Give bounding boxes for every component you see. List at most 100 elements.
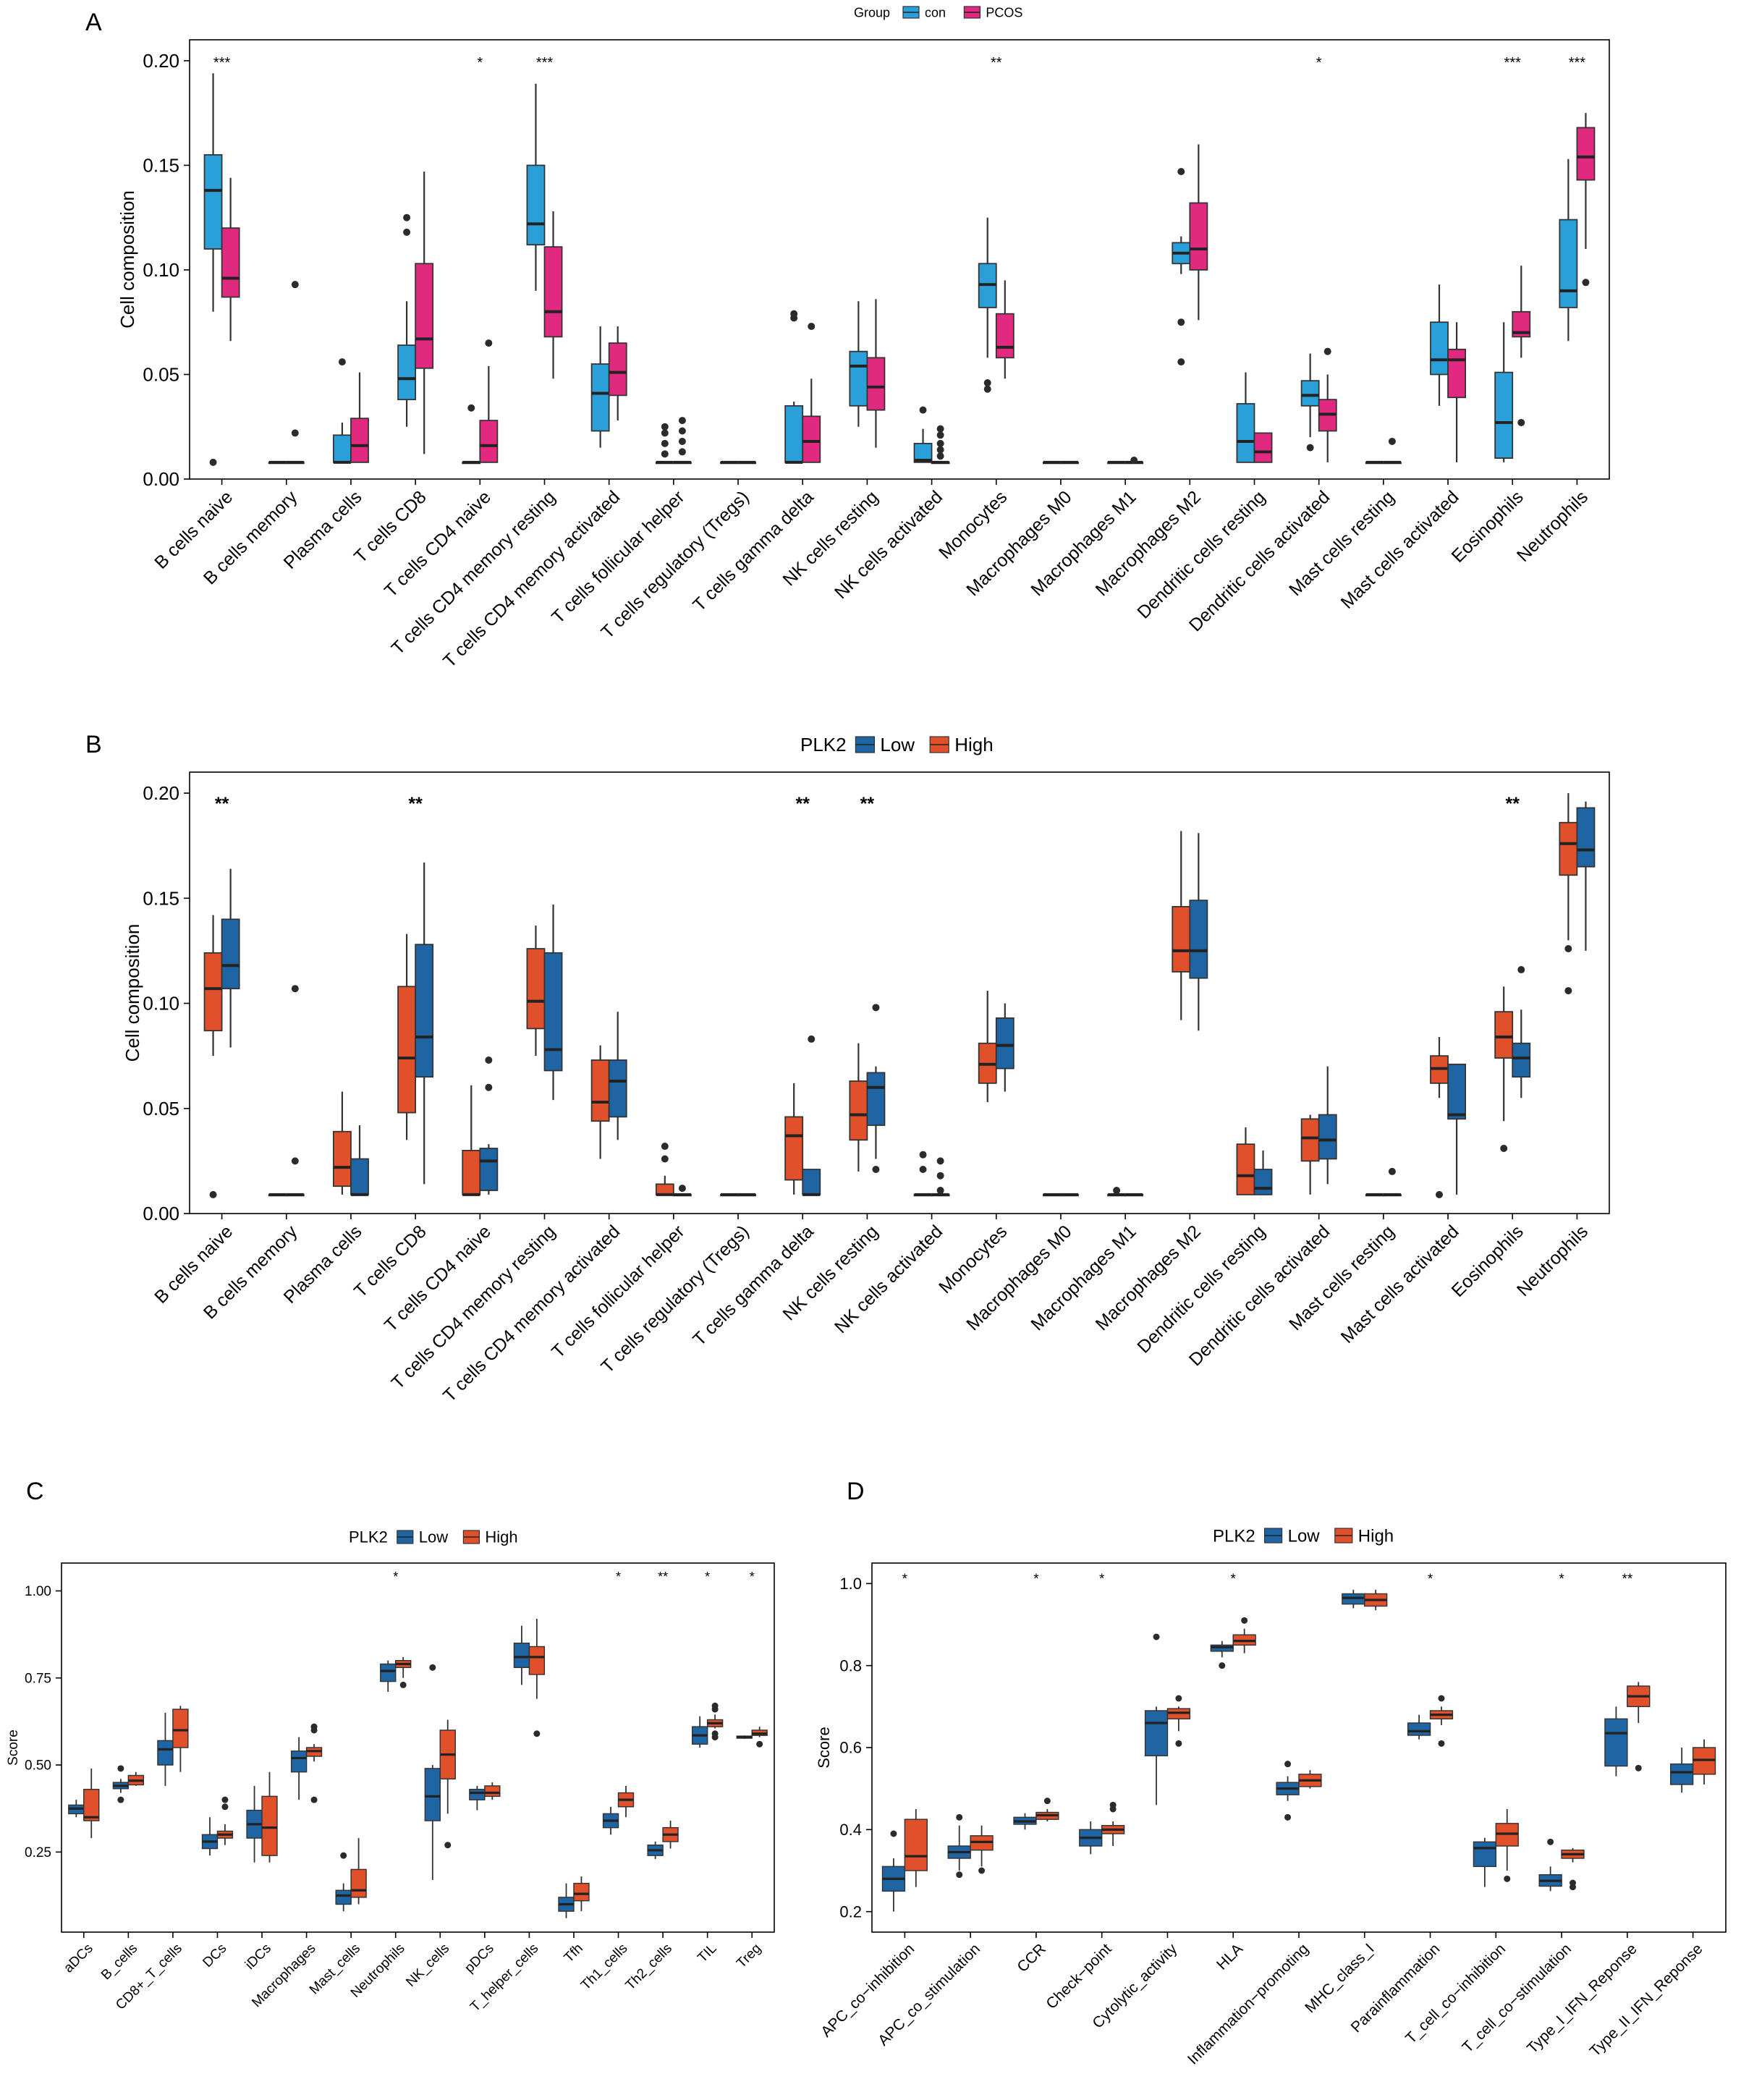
outlier-point [936,1187,944,1195]
box-body [1576,807,1596,868]
significance-mark: ** [1622,1572,1632,1587]
box-high [617,1785,635,1818]
box-pcos [479,339,499,463]
box-body [655,1183,674,1195]
box-con [1300,353,1320,452]
outlier-point [1517,966,1525,974]
box-low [672,1185,692,1197]
outlier-point [1113,1187,1121,1195]
box-low [221,868,240,1048]
outlier-point [485,1083,493,1091]
box-low [931,1157,950,1197]
outlier-point [919,406,927,414]
plot-frame [61,1562,775,1933]
outlier-point [1564,987,1572,995]
legend-title: Group [854,5,890,20]
box-low [1210,1640,1234,1669]
box-body [479,1148,499,1191]
box-high [706,1702,724,1741]
box-pcos [1512,266,1531,426]
legend-label: Low [1288,1526,1321,1546]
box-body [1494,1011,1514,1059]
legend-label: Low [880,734,915,755]
box-pcos [1576,113,1596,287]
box-pcos [1189,144,1208,321]
outlier-point [756,1740,763,1748]
box-body [1430,321,1449,376]
box-con [784,310,804,464]
outlier-point [485,339,493,347]
outlier-point [936,452,944,460]
significance-mark: ** [408,794,423,814]
box-low [112,1765,130,1803]
x-tick-label: Tfh [562,1941,586,1965]
y-tick-label: 0.15 [143,155,179,177]
box-low [802,1035,821,1196]
box-con [913,406,933,463]
box-high [526,926,546,1057]
outlier-point [678,437,686,445]
significance-mark: ** [991,55,1002,71]
box-high [1495,1809,1519,1882]
box-low [947,1813,971,1879]
outlier-point [936,1172,944,1180]
box-body [1407,1722,1431,1736]
box-body [1236,1143,1255,1195]
outlier-point [661,1143,669,1151]
y-tick-label: 0.2 [839,1902,862,1921]
outlier-point [209,458,217,466]
outlier-point [678,427,686,435]
box-high [528,1618,546,1737]
box-high [216,1796,234,1845]
y-tick-label: 0.00 [143,1203,179,1224]
box-pcos [350,372,369,463]
outlier-point [956,1871,963,1879]
legend: PLK2 Low High [800,734,994,755]
significance-mark: * [750,1570,755,1584]
outlier-point [936,446,944,454]
box-high [1559,793,1578,995]
box-low [737,1193,757,1197]
box-low [1447,1063,1467,1195]
box-body [1172,906,1191,973]
x-tick-label: Type_II_IFN_Reponse [1587,1941,1706,2060]
outlier-point [1517,418,1525,426]
box-low [543,905,563,1101]
box-high [1042,1193,1062,1197]
outlier-point [310,1727,318,1734]
box-body [573,1882,590,1902]
box-low [335,1852,352,1912]
x-tick-label: iDCs [242,1941,274,1973]
y-tick-label: 0.05 [143,364,179,386]
box-body [1236,403,1255,463]
box-low [1144,1633,1169,1805]
outlier-point [711,1702,719,1709]
box-low [380,1660,397,1693]
box-body [397,344,417,401]
chart-panel-d: 0.20.40.60.81.0ScoreAPC_co−inhibitionAPC… [815,1526,1727,2068]
box-low [1538,1838,1562,1892]
box-con [1107,460,1127,465]
box-pcos [285,281,305,465]
outlier-point [1570,1884,1577,1891]
outlier-point [678,417,686,425]
y-tick-label: 0.00 [143,468,179,490]
panel-label-d: D [847,1478,865,1505]
box-body [332,1130,352,1187]
box-body [221,227,240,298]
box-high [573,1876,590,1912]
box-high [332,1091,352,1195]
box-low [290,1737,308,1800]
box-body [203,154,223,250]
outlier-point [890,1830,897,1837]
legend-label: PCOS [986,5,1022,20]
box-con [1236,372,1255,463]
x-tick-label: T cells CD4 naive [381,1222,495,1336]
box-low [1382,1167,1402,1197]
box-body [1318,1114,1337,1160]
outlier-point [711,1734,719,1741]
legend-title: PLK2 [800,734,847,755]
outlier-point [1582,279,1590,287]
outlier-point [1438,1695,1445,1702]
